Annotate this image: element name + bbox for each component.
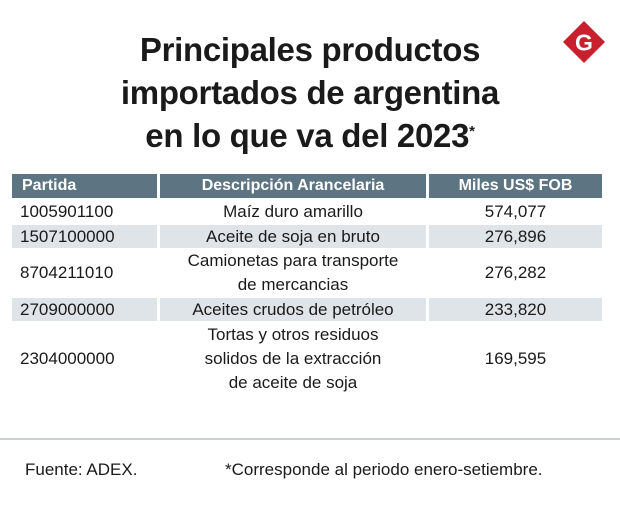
title-asterisk: * [469,123,475,140]
descripcion-cell: Tortas y otros residuos solidos de la ex… [160,323,426,395]
column-header-valor: Miles US$ FOB [429,174,602,198]
descripcion-line: solidos de la extracción [204,349,382,368]
descripcion-line: Camionetas para transporte [187,251,399,270]
valor-cell: 574,077 [484,201,547,221]
source-note: Fuente: ADEX. [25,460,138,479]
valor-cell: 169,595 [484,349,547,368]
descripcion-line: de aceite de soja [228,373,358,392]
column-header-descripcion: Descripción Arancelaria [160,174,426,198]
title-line-1: Principales productos [139,31,481,68]
brand-logo-letter: G [575,30,593,56]
descripcion-cell: Aceite de soja en bruto [160,225,426,248]
descripcion-cell: Camionetas para transporte de mercancias [160,250,426,296]
table-header-row: Partida Descripción Arancelaria Miles US… [12,174,602,198]
chart-title: Principales productos importados de arge… [60,28,560,157]
table-row: 2304000000 Tortas y otros residuos solid… [12,323,602,395]
valor-cell: 233,820 [429,298,602,321]
title-line-3: en lo que va del 2023* [60,114,560,157]
partida-cell: 2709000000 [12,298,157,321]
brand-logo-icon: G [563,21,605,63]
descripcion-cell: Maíz duro amarillo [160,200,426,223]
descripcion-line: Aceite de soja en bruto [206,226,380,246]
descripcion-line: Maíz duro amarillo [223,201,363,221]
descripcion-line: Tortas y otros residuos [207,325,379,344]
partida-cell: 1507100000 [12,225,157,248]
partida-cell: 2304000000 [20,349,115,368]
table-row: 1507100000 Aceite de soja en bruto 276,8… [12,225,602,248]
partida-cell: 8704211010 [20,263,114,282]
descripcion-line: de mercancias [237,275,349,294]
period-footnote: *Corresponde al periodo enero-setiembre. [225,460,543,479]
descripcion-cell: Aceites crudos de petróleo [160,298,426,321]
table-row: 1005901100 Maíz duro amarillo 574,077 [12,200,602,223]
valor-cell: 276,282 [484,263,547,282]
imports-table: Partida Descripción Arancelaria Miles US… [12,174,602,395]
title-line-2: importados de argentina [120,74,500,111]
table-row: 8704211010 Camionetas para transporte de… [12,250,602,296]
title-line-3-text: en lo que va del 2023 [145,117,470,154]
footer-divider [0,438,620,440]
column-header-partida: Partida [12,174,157,198]
descripcion-line: Aceites crudos de petróleo [192,299,394,319]
partida-cell: 1005901100 [20,201,114,221]
table-row: 2709000000 Aceites crudos de petróleo 23… [12,298,602,321]
valor-cell: 276,896 [429,225,602,248]
